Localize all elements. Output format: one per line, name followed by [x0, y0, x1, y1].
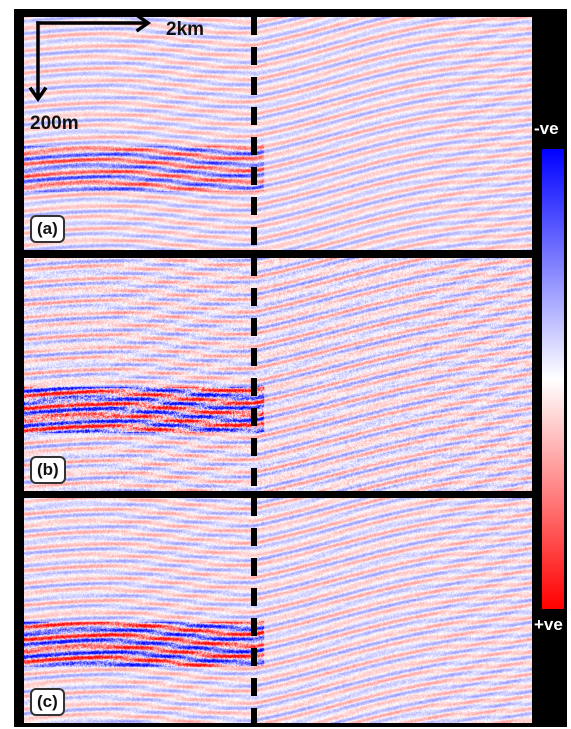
scale-arrows — [28, 13, 152, 103]
seismic-panel-c: (c) — [24, 498, 532, 723]
seismic-image-c — [24, 498, 532, 723]
panel-label-c: (c) — [30, 688, 65, 716]
vertical-arrowhead-icon — [28, 86, 48, 103]
dashed-divider-a — [251, 17, 257, 250]
dashed-divider-c — [251, 498, 257, 723]
seismic-panel-a: (a) — [24, 17, 532, 250]
colorbar-bottom-label: +ve — [534, 615, 563, 634]
amplitude-colorbar — [542, 149, 564, 609]
panel-label-b: (b) — [30, 456, 66, 484]
seismic-image-b — [24, 258, 532, 491]
vertical-scale-label: 200m — [30, 113, 79, 134]
horizontal-scale-label: 2km — [166, 19, 205, 40]
dashed-divider-b — [251, 258, 257, 491]
figure-frame: (a) (b) (c) 2km 200m -ve +ve — [14, 9, 567, 727]
colorbar-top-label: -ve — [534, 119, 559, 138]
panel-label-a: (a) — [30, 215, 65, 243]
seismic-panel-b: (b) — [24, 258, 532, 491]
horizontal-arrowhead-icon — [135, 13, 152, 33]
seismic-image-a — [24, 17, 532, 250]
